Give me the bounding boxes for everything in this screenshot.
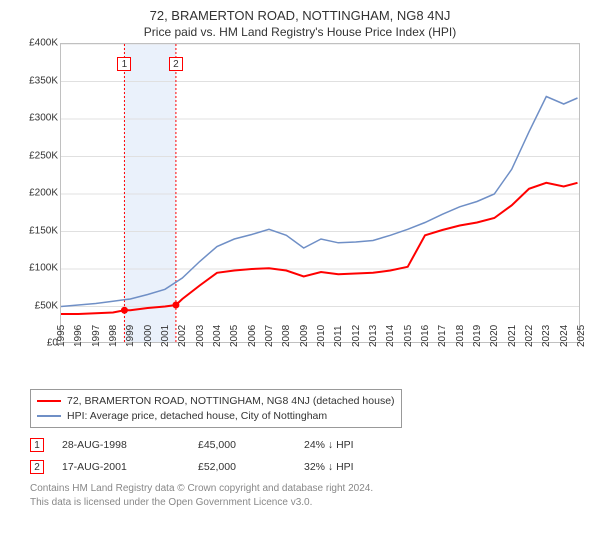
x-axis: 1995199619971998199920002001200220032004… <box>60 343 580 383</box>
legend-swatch <box>37 400 61 402</box>
x-tick-label: 2024 <box>559 325 570 347</box>
x-tick-label: 2021 <box>507 325 518 347</box>
plot-svg <box>61 44 580 343</box>
y-tick-label: £250K <box>29 150 58 161</box>
x-tick-label: 2015 <box>403 325 414 347</box>
x-tick-label: 2004 <box>212 325 223 347</box>
x-tick-label: 2002 <box>177 325 188 347</box>
chart-title: 72, BRAMERTON ROAD, NOTTINGHAM, NG8 4NJ <box>0 0 600 23</box>
x-tick-label: 2000 <box>143 325 154 347</box>
y-tick-label: £200K <box>29 188 58 199</box>
chart-area: £0£50K£100K£150K£200K£250K£300K£350K£400… <box>20 43 580 383</box>
x-tick-label: 2019 <box>472 325 483 347</box>
event-marker-1: 1 <box>117 57 131 71</box>
x-tick-label: 2025 <box>576 325 587 347</box>
x-tick-label: 2003 <box>195 325 206 347</box>
y-tick-label: £400K <box>29 38 58 49</box>
footer-line-2: This data is licensed under the Open Gov… <box>30 496 570 510</box>
x-tick-label: 2017 <box>437 325 448 347</box>
x-tick-label: 2006 <box>247 325 258 347</box>
x-tick-label: 2011 <box>333 325 344 347</box>
y-tick-label: £350K <box>29 75 58 86</box>
x-tick-label: 2020 <box>489 325 500 347</box>
sale-price: £52,000 <box>198 461 298 473</box>
x-tick-label: 1996 <box>73 325 84 347</box>
sale-marker-icon: 2 <box>30 460 44 474</box>
y-tick-label: £300K <box>29 113 58 124</box>
legend-row: HPI: Average price, detached house, City… <box>37 409 395 424</box>
x-tick-label: 2008 <box>281 325 292 347</box>
sales-table: 1 28-AUG-1998 £45,000 24% ↓ HPI 2 17-AUG-2001… <box>30 438 570 474</box>
sale-row: 1 28-AUG-1998 £45,000 24% ↓ HPI <box>30 438 570 452</box>
x-tick-label: 2023 <box>541 325 552 347</box>
y-tick-label: £100K <box>29 263 58 274</box>
sale-date: 17-AUG-2001 <box>62 461 192 473</box>
x-tick-label: 2005 <box>229 325 240 347</box>
sale-delta: 24% ↓ HPI <box>304 439 424 451</box>
legend-swatch <box>37 415 61 417</box>
legend: 72, BRAMERTON ROAD, NOTTINGHAM, NG8 4NJ … <box>30 389 402 428</box>
x-tick-label: 1997 <box>91 325 102 347</box>
x-tick-label: 2014 <box>385 325 396 347</box>
sale-price: £45,000 <box>198 439 298 451</box>
sale-marker-icon: 1 <box>30 438 44 452</box>
plot-area: 12 <box>60 43 580 343</box>
footer-line-1: Contains HM Land Registry data © Crown c… <box>30 482 570 496</box>
series-hpi <box>61 97 578 307</box>
x-tick-label: 2007 <box>264 325 275 347</box>
x-tick-label: 2012 <box>351 325 362 347</box>
x-tick-label: 2018 <box>455 325 466 347</box>
sale-row: 2 17-AUG-2001 £52,000 32% ↓ HPI <box>30 460 570 474</box>
x-tick-label: 2010 <box>316 325 327 347</box>
x-tick-label: 2016 <box>420 325 431 347</box>
event-marker-2: 2 <box>169 57 183 71</box>
y-tick-label: £50K <box>35 300 58 311</box>
legend-row: 72, BRAMERTON ROAD, NOTTINGHAM, NG8 4NJ … <box>37 394 395 409</box>
legend-label: HPI: Average price, detached house, City… <box>67 409 327 424</box>
x-tick-label: 1999 <box>125 325 136 347</box>
sale-date: 28-AUG-1998 <box>62 439 192 451</box>
legend-label: 72, BRAMERTON ROAD, NOTTINGHAM, NG8 4NJ … <box>67 394 395 409</box>
sale-delta: 32% ↓ HPI <box>304 461 424 473</box>
x-tick-label: 1998 <box>108 325 119 347</box>
footer: Contains HM Land Registry data © Crown c… <box>30 482 570 509</box>
chart-container: { "title": "72, BRAMERTON ROAD, NOTTINGH… <box>0 0 600 560</box>
y-tick-label: £150K <box>29 225 58 236</box>
x-tick-label: 2013 <box>368 325 379 347</box>
series-subject <box>61 183 578 314</box>
x-tick-label: 2001 <box>160 325 171 347</box>
x-tick-label: 2009 <box>299 325 310 347</box>
lower-panel: 72, BRAMERTON ROAD, NOTTINGHAM, NG8 4NJ … <box>30 389 570 509</box>
y-axis: £0£50K£100K£150K£200K£250K£300K£350K£400… <box>20 43 60 343</box>
x-tick-label: 1995 <box>56 325 67 347</box>
x-tick-label: 2022 <box>524 325 535 347</box>
chart-subtitle: Price paid vs. HM Land Registry's House … <box>0 23 600 43</box>
